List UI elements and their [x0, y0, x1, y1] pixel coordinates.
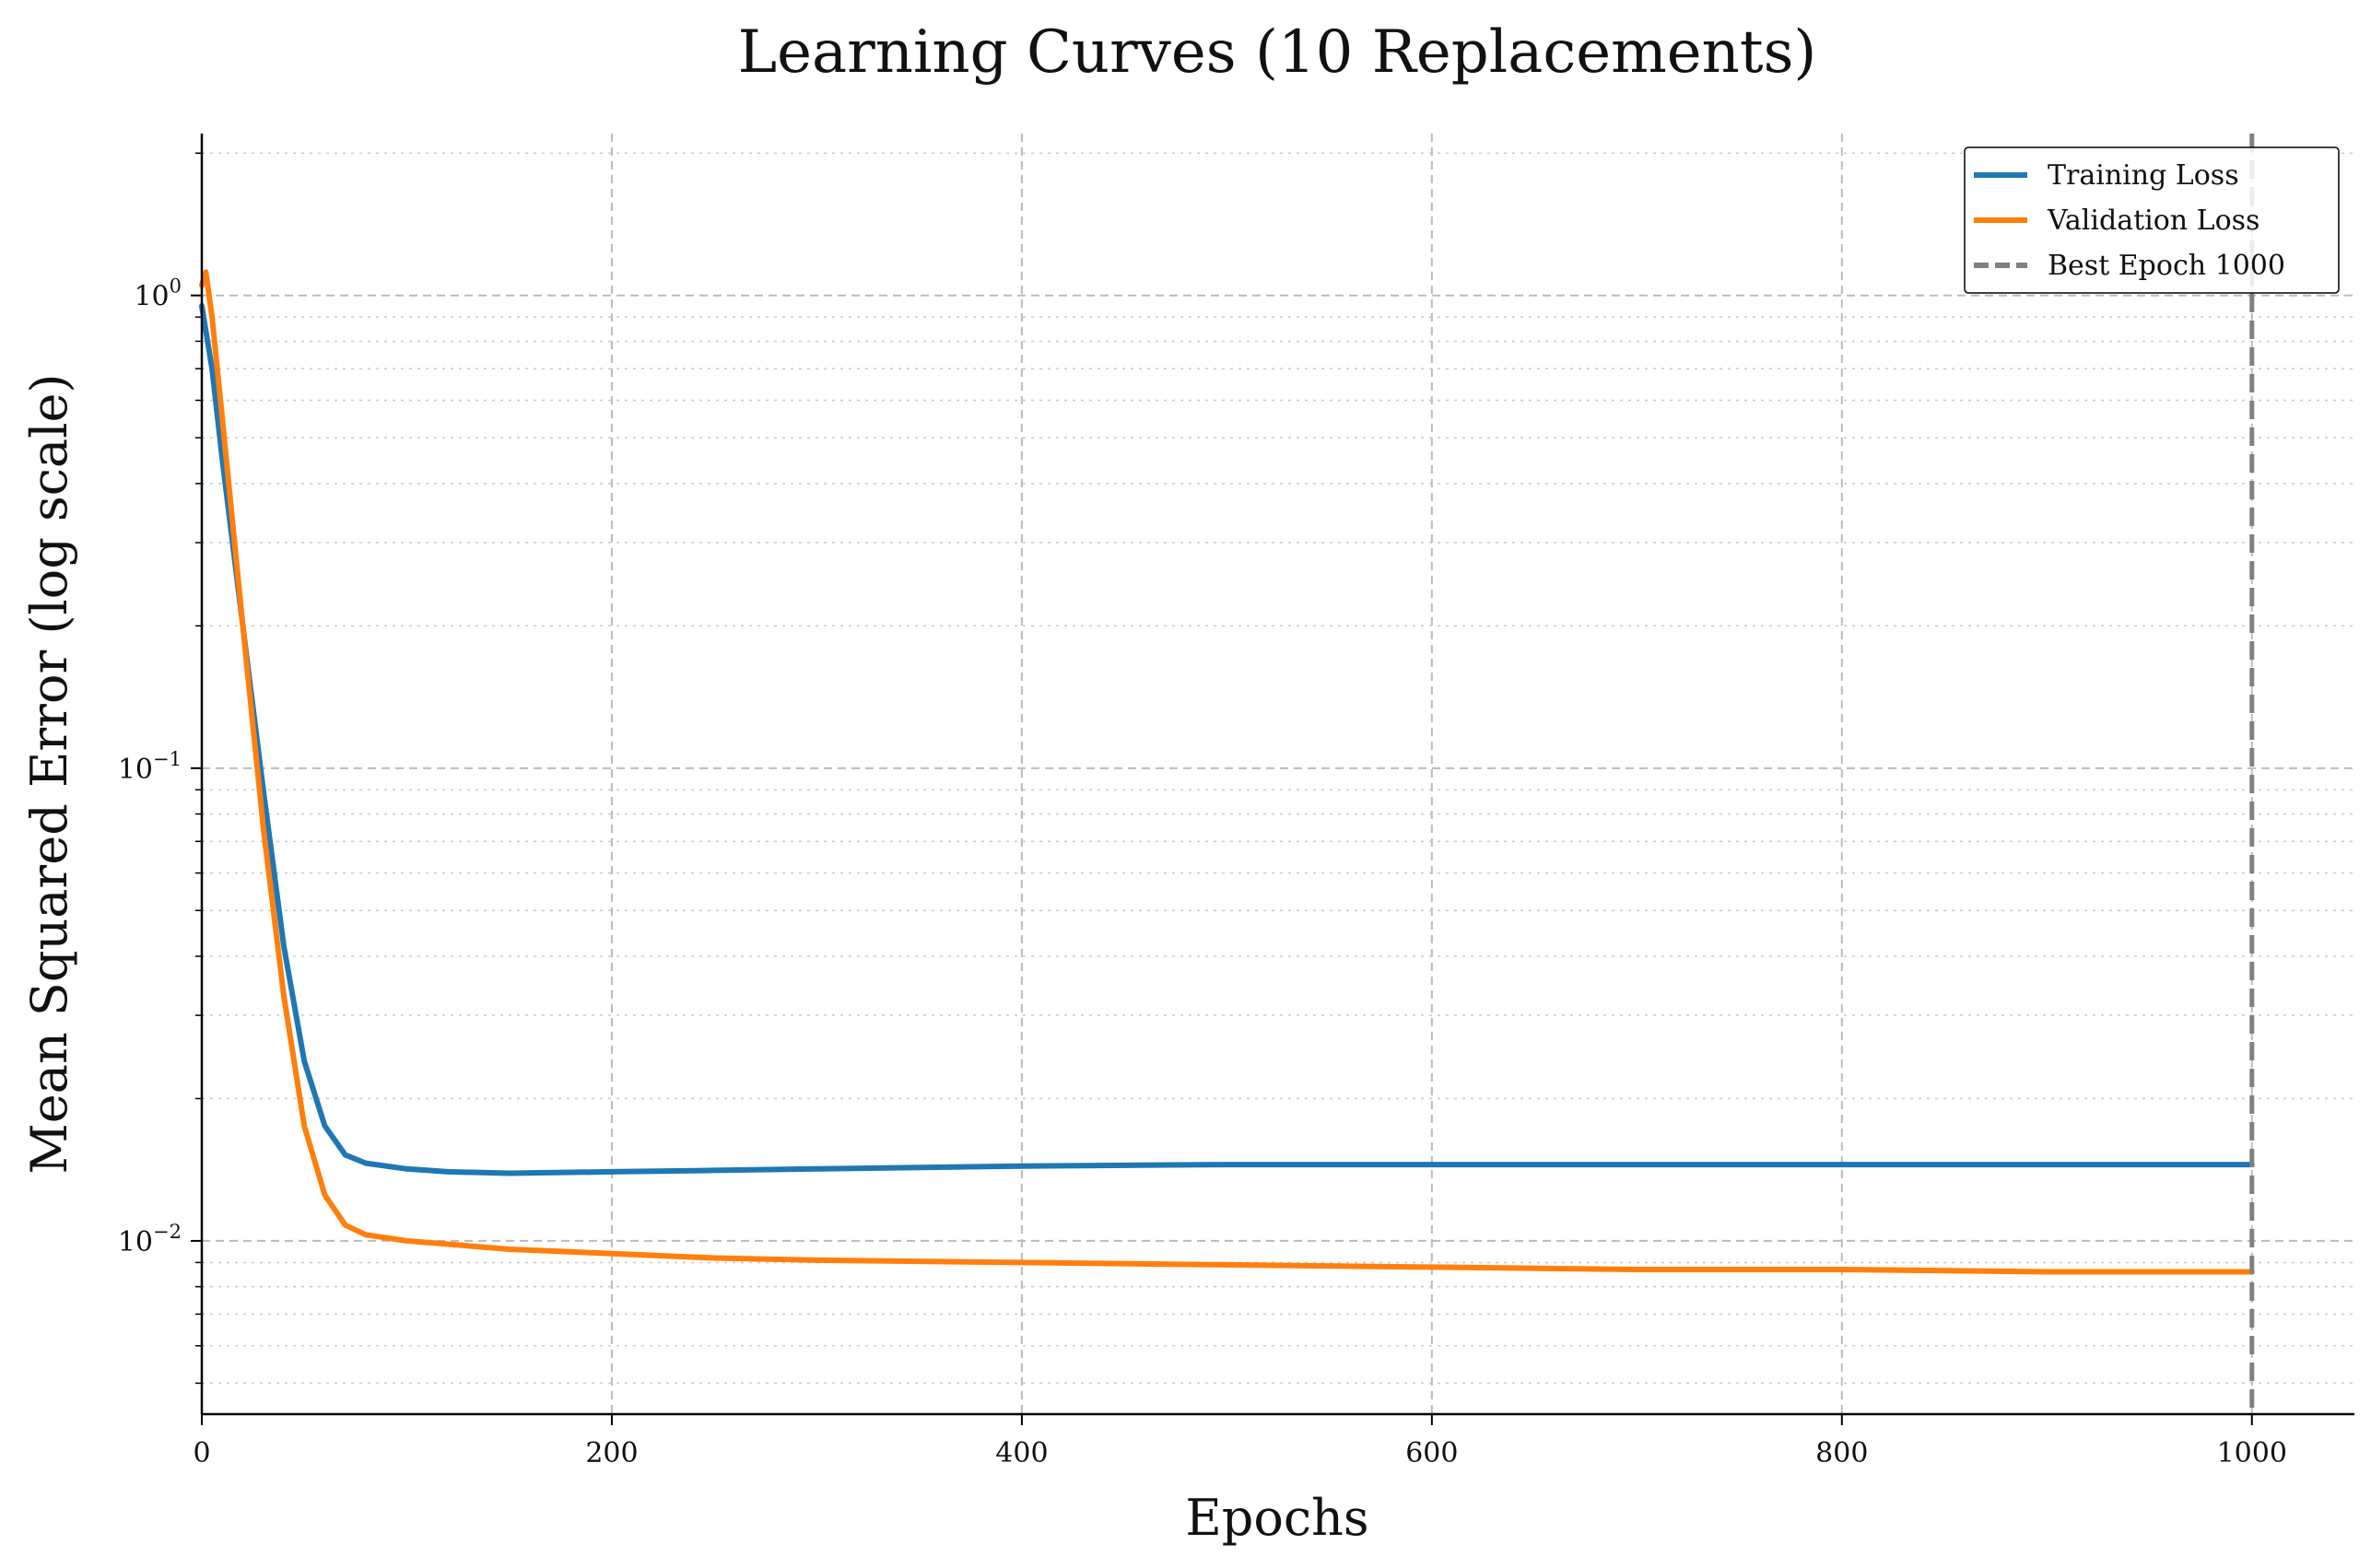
- legend: Training Loss Validation Loss Best Epoch 1…: [1964, 146, 2340, 294]
- axes: [200, 134, 2354, 1416]
- chart-title: Learning Curves (10 Replacements): [738, 18, 1817, 87]
- legend-label: Training Loss: [2048, 159, 2239, 192]
- legend-label: Validation Loss: [2047, 205, 2259, 237]
- x-tick-label: 800: [1815, 1437, 1868, 1469]
- y-tick-label: 100: [134, 275, 182, 313]
- x-tick-label: 600: [1405, 1437, 1458, 1469]
- legend-frame: [1964, 146, 2340, 294]
- ticks: 100 10−1 10−2 0 200 400 600 800 1000: [118, 152, 2287, 1469]
- x-tick-label: 200: [585, 1437, 638, 1469]
- series-layer: [199, 134, 2255, 1414]
- legend-label: Best Epoch 1000: [2048, 250, 2285, 282]
- y-tick-label: 10−1: [118, 748, 182, 786]
- series-line-validation-loss: [199, 269, 2255, 1275]
- y-axis-label: Mean Squared Error (log scale): [20, 374, 78, 1175]
- x-axis-label: Epochs: [1185, 1489, 1368, 1547]
- x-tick-label: 400: [995, 1437, 1048, 1469]
- x-tick-label: 1000: [2217, 1437, 2287, 1469]
- x-tick-label: 0: [193, 1437, 210, 1469]
- y-tick-label: 10−2: [118, 1221, 182, 1258]
